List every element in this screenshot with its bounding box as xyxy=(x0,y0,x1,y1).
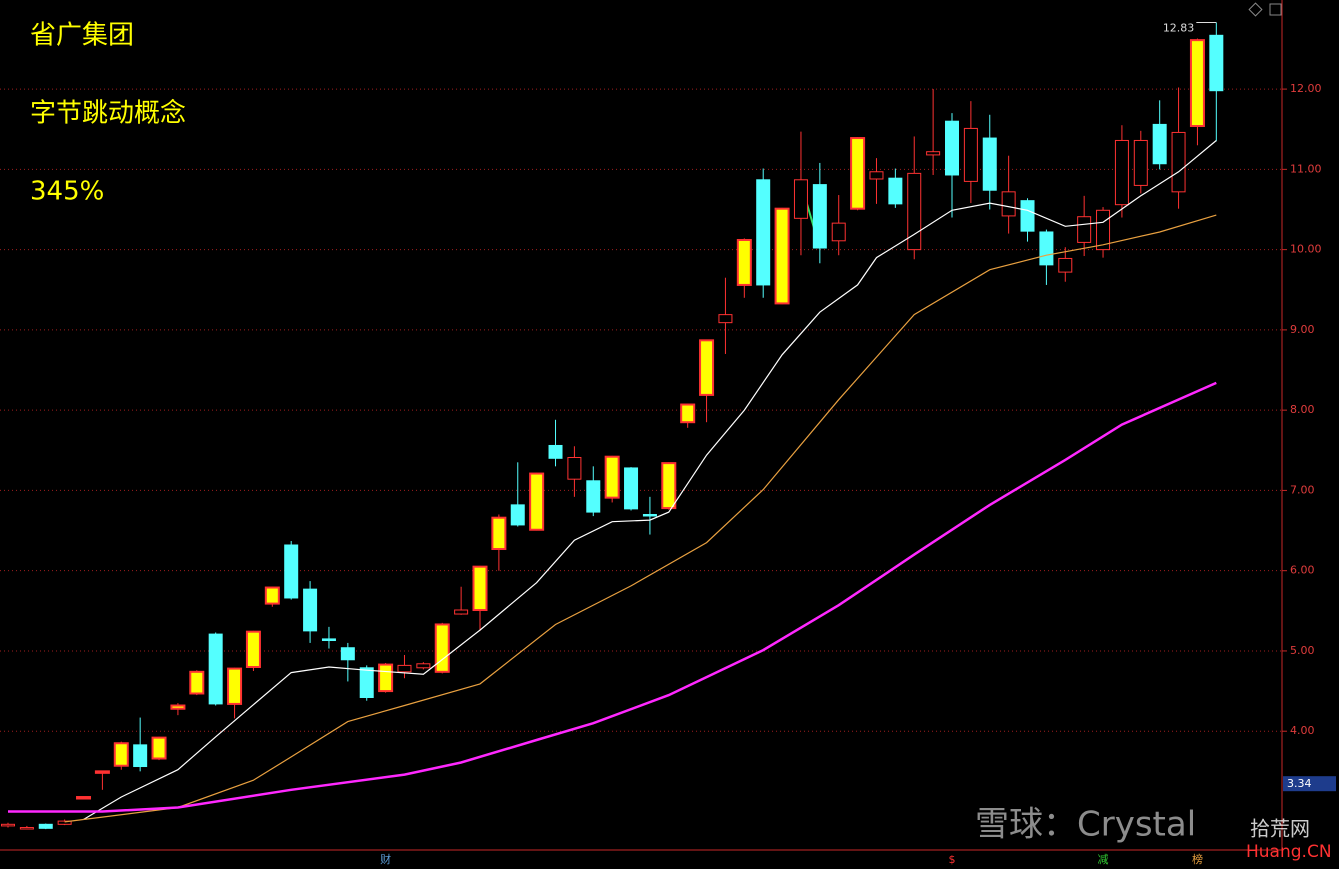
watermark: 拾荒网 xyxy=(1250,817,1310,841)
candle-body xyxy=(945,120,959,176)
candle-body xyxy=(94,770,110,774)
candle-body xyxy=(264,586,280,605)
cursor-price-label: 3.34 xyxy=(1287,777,1312,790)
candle-body xyxy=(1,823,15,827)
candle-body xyxy=(869,171,884,180)
stock-name: 省广集团 xyxy=(30,21,134,51)
moving-average xyxy=(64,214,1217,823)
candle-body xyxy=(982,137,997,191)
candle-body xyxy=(19,827,34,830)
candle-body xyxy=(133,744,148,768)
candle-body xyxy=(1077,216,1092,243)
icon[interactable] xyxy=(1248,2,1263,17)
candle-body xyxy=(774,207,790,305)
candle-body xyxy=(1114,139,1129,206)
candle-body xyxy=(586,480,601,513)
candle-body xyxy=(472,565,488,612)
candle-body xyxy=(208,633,223,705)
candle-body xyxy=(416,663,431,669)
y-tick-label: 6.00 xyxy=(1290,564,1315,577)
cursor-price-box xyxy=(1283,776,1336,792)
max-price-label: 12.83 xyxy=(1163,21,1195,34)
candle-body xyxy=(1171,131,1186,193)
candle-body xyxy=(812,184,827,249)
candle-body xyxy=(756,179,771,286)
candle-body xyxy=(491,516,507,551)
candle-body xyxy=(699,339,715,396)
candle-body xyxy=(113,742,129,767)
candle-body xyxy=(76,796,92,800)
candle-body xyxy=(303,588,318,632)
candle-body xyxy=(680,403,696,424)
candle-body xyxy=(1039,231,1054,266)
y-tick-label: 7.00 xyxy=(1290,483,1315,496)
event-marker: 减 xyxy=(1098,853,1109,866)
event-marker: 财 xyxy=(380,852,391,866)
candle-body xyxy=(907,172,922,251)
candle-body xyxy=(736,238,752,286)
candle-body xyxy=(1209,34,1224,92)
candle-body xyxy=(718,314,733,324)
candle-body xyxy=(1133,139,1148,186)
candle-body xyxy=(926,151,941,156)
candle-body xyxy=(963,127,978,182)
candle-body xyxy=(151,736,167,760)
y-tick-label: 5.00 xyxy=(1290,644,1315,657)
event-marker: $ xyxy=(949,853,956,866)
candle-body xyxy=(321,638,336,642)
candle-body xyxy=(170,704,186,710)
candle-body xyxy=(1020,200,1035,232)
y-tick-label: 9.00 xyxy=(1290,323,1315,336)
candle-body xyxy=(378,663,394,693)
candle-body xyxy=(548,444,563,459)
event-marker: 榜 xyxy=(1192,852,1203,866)
candle-body xyxy=(1001,191,1016,217)
candle-body xyxy=(661,462,677,510)
candle-body xyxy=(529,472,545,531)
candle-body xyxy=(888,177,903,205)
candle-body xyxy=(397,664,412,673)
y-tick-label: 8.00 xyxy=(1290,403,1315,416)
y-tick-label: 11.00 xyxy=(1290,162,1322,175)
candle-body xyxy=(831,222,846,242)
watermark: Huang.CN xyxy=(1246,842,1332,862)
candle-body xyxy=(1058,257,1073,273)
candle-body xyxy=(454,609,469,615)
y-tick-label: 10.00 xyxy=(1290,243,1322,256)
candle-body xyxy=(227,667,243,705)
candle-body xyxy=(567,457,582,480)
candle-body xyxy=(510,504,525,526)
candle-body xyxy=(793,179,808,219)
candle-body xyxy=(284,544,299,599)
y-tick-label: 4.00 xyxy=(1290,724,1315,737)
candle-body xyxy=(189,670,205,695)
moving-average xyxy=(8,381,1217,813)
candle-body xyxy=(642,513,657,517)
annotation: 345% xyxy=(30,177,104,207)
candle-body xyxy=(624,467,639,510)
candle-body xyxy=(38,823,53,829)
candle-body xyxy=(359,667,374,698)
moving-average xyxy=(83,140,1217,821)
candle-body xyxy=(245,630,261,668)
watermark: 雪球：Crystal xyxy=(975,805,1196,845)
concept: 字节跳动概念 xyxy=(30,99,186,129)
candle-body xyxy=(340,647,355,661)
candle-body xyxy=(434,623,450,673)
icon[interactable] xyxy=(1269,3,1282,16)
candle-body xyxy=(1189,39,1205,128)
candle-body xyxy=(604,455,620,499)
candle-body xyxy=(1152,123,1167,165)
candle-body xyxy=(850,137,866,210)
candle-body xyxy=(57,820,72,825)
y-tick-label: 12.00 xyxy=(1290,82,1322,95)
